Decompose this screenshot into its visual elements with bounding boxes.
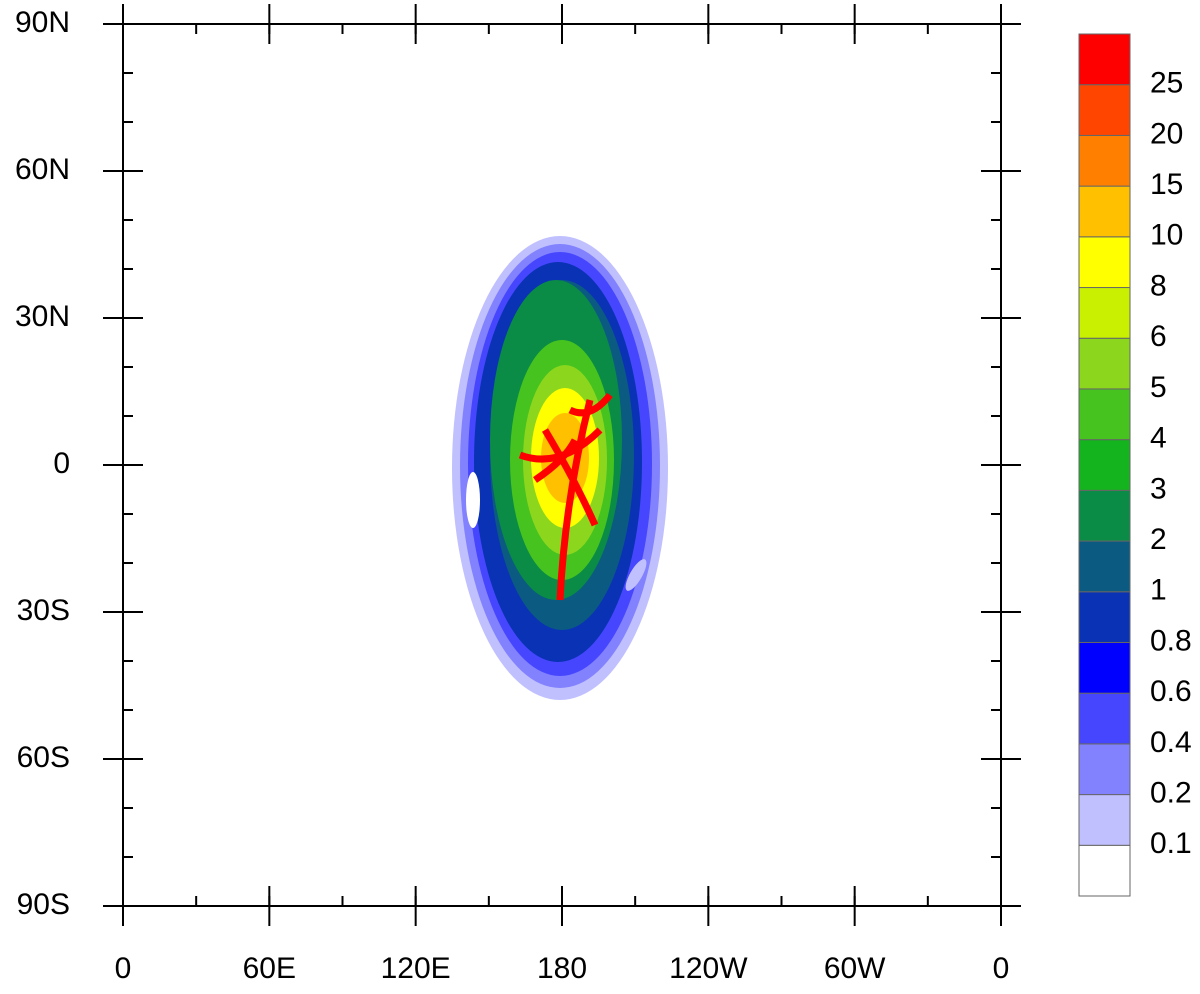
colorbar-label: 15 (1150, 168, 1183, 201)
y-tick-label: 90S (17, 888, 70, 921)
contour-hole (625, 559, 647, 591)
x-tick-label: 0 (993, 952, 1010, 985)
x-tick-label: 180 (537, 952, 587, 985)
colorbar-box (1078, 185, 1131, 238)
colorbar-box (1078, 794, 1131, 846)
colorbar-label: 4 (1150, 422, 1167, 455)
colorbar-box (1078, 540, 1131, 593)
colorbar-box (1078, 743, 1131, 796)
y-tick-label: 60N (15, 153, 70, 186)
colorbar-label: 6 (1150, 320, 1167, 353)
colorbar-label: 3 (1150, 472, 1167, 505)
colorbar-box (1078, 692, 1131, 745)
contour-field (452, 236, 668, 700)
colorbar-box (1078, 337, 1131, 390)
contour-hole (466, 472, 480, 528)
colorbar-label: 0.4 (1150, 726, 1192, 759)
x-tick-label: 0 (115, 952, 132, 985)
colorbar-box (1078, 388, 1131, 441)
y-tick-label: 30N (15, 300, 70, 333)
axes: 0 60E 120E 180 120W 60W 0 90N 60N 30N 0 30S 60S 90S (15, 4, 1021, 985)
colorbar-box (1078, 489, 1131, 542)
colorbar-label: 2 (1150, 523, 1167, 556)
colorbar-label: 10 (1150, 219, 1183, 252)
y-tick-label: 0 (53, 447, 70, 480)
colorbar-box (1078, 641, 1131, 694)
y-tick-label: 90N (15, 6, 70, 39)
colorbar-label: 20 (1150, 117, 1183, 150)
colorbar-label: 0.2 (1150, 777, 1192, 810)
colorbar-label: 1 (1150, 574, 1167, 607)
colorbar-label: 0.8 (1150, 624, 1192, 657)
colorbar-label: 0.6 (1150, 675, 1192, 708)
x-tick-label: 120E (381, 952, 451, 985)
x-tick-label: 120W (669, 952, 748, 985)
colorbar: 0.1 0.2 0.4 0.6 0.8 1 2 3 4 5 6 8 10 15 20 25 (1078, 33, 1192, 897)
colorbar-label: 0.1 (1150, 827, 1192, 860)
contour-streak (518, 392, 613, 601)
colorbar-box (1078, 134, 1131, 187)
colorbar-label: 25 (1150, 67, 1183, 100)
colorbar-box (1078, 33, 1131, 86)
colorbar-box (1078, 236, 1131, 289)
colorbar-box (1078, 439, 1131, 491)
x-tick-label: 60W (824, 952, 886, 985)
colorbar-label: 8 (1150, 269, 1167, 302)
x-tick-label: 60E (243, 952, 296, 985)
y-tick-label: 30S (17, 594, 70, 627)
colorbar-box (1078, 844, 1131, 897)
colorbar-box (1078, 287, 1131, 339)
colorbar-box (1078, 84, 1131, 136)
colorbar-label: 5 (1150, 371, 1167, 404)
y-tick-label: 60S (17, 741, 70, 774)
colorbar-box (1078, 591, 1131, 643)
